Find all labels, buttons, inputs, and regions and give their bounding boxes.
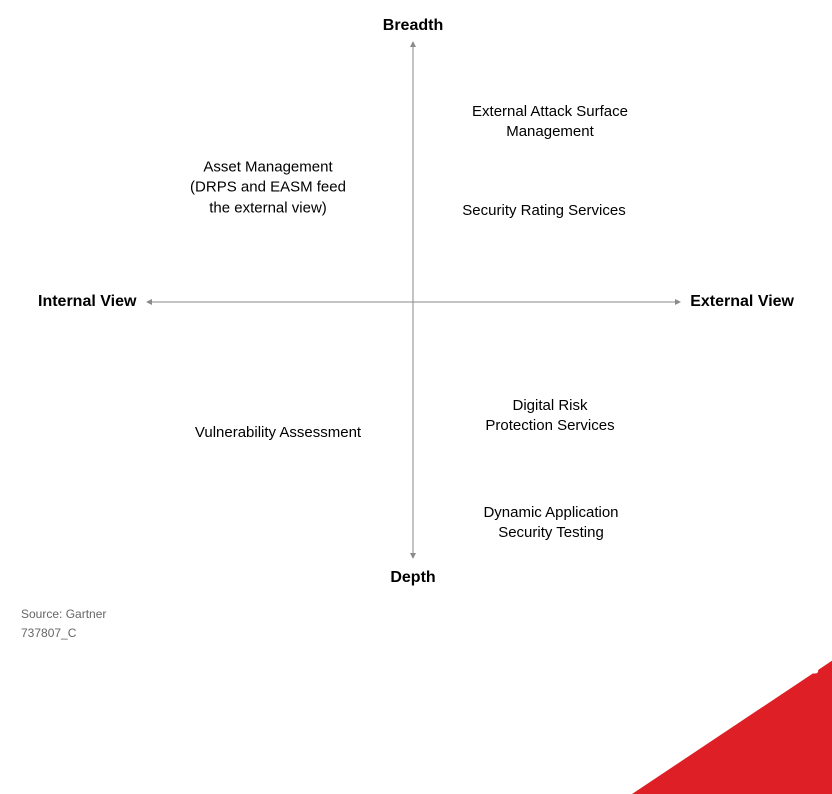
axis-label-top: Breadth bbox=[383, 17, 443, 35]
item-security-rating: Security Rating Services bbox=[462, 201, 625, 221]
item-asset-management: Asset Management (DRPS and EASM feed the… bbox=[190, 158, 346, 219]
axis-label-left: Internal View bbox=[38, 293, 136, 311]
quadrant-diagram: Breadth Depth Internal View External Vie… bbox=[0, 0, 832, 684]
axis-label-bottom: Depth bbox=[390, 569, 435, 587]
item-external-attack-surface: External Attack Surface Management bbox=[472, 102, 628, 143]
watermark-url: WWW.94IP.COM bbox=[701, 624, 812, 639]
item-digital-risk: Digital Risk Protection Services bbox=[485, 396, 614, 437]
watermark: WWW.94IP.COM IT运维空间 bbox=[512, 534, 832, 734]
watermark-title: IT运维空间 bbox=[683, 642, 822, 679]
source-line-1: Source: Gartner bbox=[21, 607, 106, 621]
axis-label-right: External View bbox=[690, 293, 794, 311]
item-vulnerability-assessment: Vulnerability Assessment bbox=[195, 423, 361, 443]
source-line-2: 737807_C bbox=[21, 626, 76, 640]
